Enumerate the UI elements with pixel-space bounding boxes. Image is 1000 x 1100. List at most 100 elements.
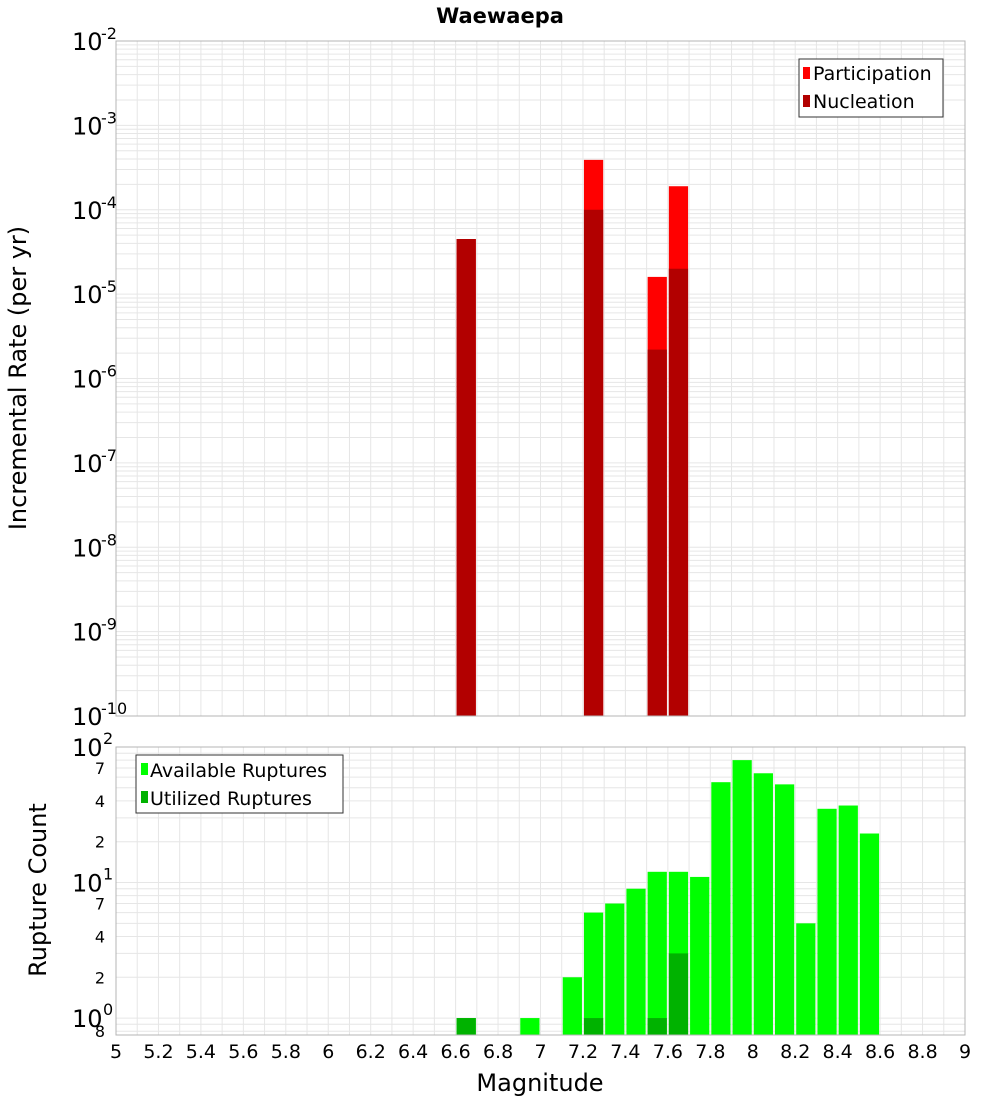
legend-available-swatch bbox=[141, 763, 148, 775]
rate-legend-box bbox=[798, 58, 944, 118]
x-tick-label: 8.2 bbox=[780, 1041, 810, 1063]
y-tick-label: 10 bbox=[72, 1005, 103, 1033]
available-bar bbox=[520, 1018, 540, 1035]
x-tick-label: 5 bbox=[110, 1041, 122, 1063]
x-tick-label: 8 bbox=[747, 1041, 759, 1063]
utilized-bar bbox=[668, 953, 689, 1035]
y-tick-label: 10 bbox=[72, 281, 103, 309]
x-tick-label: 8.6 bbox=[865, 1041, 895, 1063]
y-tick-label: 10 bbox=[72, 619, 103, 647]
x-tick-label: 8.4 bbox=[823, 1041, 853, 1063]
x-tick-label: 5.4 bbox=[186, 1041, 216, 1063]
x-tick-label: 5.6 bbox=[228, 1041, 258, 1063]
rate-legend: Participation Nucleation bbox=[798, 58, 944, 118]
y-tick-label: 10 bbox=[72, 734, 103, 762]
legend-participation-swatch bbox=[803, 67, 810, 79]
available-bar bbox=[647, 871, 667, 1035]
nucleation-bar bbox=[456, 239, 476, 716]
x-tick-label: 6.4 bbox=[398, 1041, 428, 1063]
x-tick-label: 6 bbox=[322, 1041, 334, 1063]
x-tick-label: 7 bbox=[534, 1041, 546, 1063]
rate-plot-border bbox=[115, 40, 966, 717]
available-bar bbox=[774, 784, 795, 1035]
rate-plot-grid bbox=[116, 41, 966, 716]
x-tick-label: 7.4 bbox=[610, 1041, 640, 1063]
utilized-bar bbox=[456, 1018, 476, 1035]
count-legend-box bbox=[135, 754, 344, 814]
y-tick-label: 10 bbox=[72, 534, 103, 562]
y-tick-label: 10 bbox=[72, 703, 103, 731]
count-plot-border bbox=[115, 746, 966, 1036]
y-tick-exponent: 1 bbox=[103, 865, 113, 884]
y-tick-minor-label: 4 bbox=[95, 927, 105, 946]
nucleation-bar bbox=[668, 268, 689, 716]
x-tick-label: 9 bbox=[959, 1041, 971, 1063]
available-bar bbox=[562, 977, 582, 1035]
available-bar bbox=[690, 876, 710, 1035]
available-bar bbox=[753, 773, 773, 1035]
y-tick-exponent: -5 bbox=[101, 277, 117, 296]
x-tick-label: 7.2 bbox=[568, 1041, 598, 1063]
x-tick-label: 6.6 bbox=[440, 1041, 470, 1063]
magnitude-x-ticks: 5 5.2 5.4 5.6 5.8 6 6.2 6.4 6.6 6.8 7 7.2 7.4 7.6 7.8 8… bbox=[110, 1041, 971, 1063]
y-tick-exponent: 2 bbox=[103, 729, 113, 748]
rate-y-axis-label: Incremental Rate (per yr) bbox=[4, 226, 32, 530]
y-tick-label: 10 bbox=[72, 112, 103, 140]
legend-nucleation-swatch bbox=[803, 95, 810, 107]
y-tick-minor-label: 8 bbox=[95, 1022, 105, 1041]
x-axis-label: Magnitude bbox=[476, 1069, 603, 1097]
y-tick-label: 10 bbox=[72, 870, 103, 898]
x-tick-label: 8.8 bbox=[907, 1041, 937, 1063]
count-y-axis-label: Rupture Count bbox=[24, 803, 52, 977]
y-tick-label: 10 bbox=[72, 197, 103, 225]
rate-plot-bars bbox=[456, 159, 689, 717]
x-tick-label: 5.2 bbox=[143, 1041, 173, 1063]
count-plot-bars bbox=[456, 760, 880, 1035]
nucleation-bar bbox=[583, 209, 604, 716]
legend-available-label: Available Ruptures bbox=[150, 760, 327, 782]
y-tick-exponent: -9 bbox=[101, 615, 117, 634]
y-tick-minor-label: 7 bbox=[95, 895, 105, 914]
available-bar bbox=[859, 833, 880, 1035]
y-tick-exponent: -8 bbox=[101, 530, 117, 549]
y-tick-minor-label: 4 bbox=[95, 792, 105, 811]
x-tick-label: 6.8 bbox=[483, 1041, 513, 1063]
y-tick-exponent: -2 bbox=[101, 24, 117, 43]
available-bar bbox=[583, 912, 604, 1035]
nucleation-bar bbox=[647, 349, 667, 716]
x-tick-label: 7.6 bbox=[653, 1041, 683, 1063]
legend-participation-label: Participation bbox=[813, 63, 932, 85]
available-bar bbox=[626, 888, 646, 1035]
y-tick-exponent: -6 bbox=[101, 362, 117, 381]
y-tick-exponent: -7 bbox=[101, 446, 117, 465]
count-legend: Available Ruptures Utilized Ruptures bbox=[135, 754, 344, 814]
available-bar bbox=[605, 903, 625, 1035]
available-bar bbox=[817, 808, 837, 1035]
y-tick-exponent: -10 bbox=[101, 699, 127, 718]
y-tick-label: 10 bbox=[72, 450, 103, 478]
y-tick-minor-label: 7 bbox=[95, 759, 105, 778]
utilized-bar bbox=[583, 1018, 604, 1035]
legend-nucleation-label: Nucleation bbox=[813, 91, 915, 113]
available-bar bbox=[796, 923, 816, 1035]
chart-title: Waewaepa bbox=[436, 4, 564, 28]
available-bar bbox=[838, 805, 858, 1035]
legend-utilized-label: Utilized Ruptures bbox=[150, 788, 312, 810]
y-tick-exponent: -4 bbox=[101, 193, 117, 212]
legend-utilized-swatch bbox=[141, 791, 148, 803]
x-tick-label: 7.8 bbox=[695, 1041, 725, 1063]
x-tick-label: 6.2 bbox=[356, 1041, 386, 1063]
y-tick-minor-label: 2 bbox=[95, 833, 105, 852]
available-bar bbox=[732, 760, 752, 1035]
available-bar bbox=[711, 782, 731, 1035]
y-tick-exponent: -3 bbox=[101, 108, 117, 127]
x-tick-label: 5.8 bbox=[271, 1041, 301, 1063]
y-tick-label: 10 bbox=[72, 366, 103, 394]
y-tick-exponent: 0 bbox=[103, 1000, 113, 1019]
y-tick-label: 10 bbox=[72, 28, 103, 56]
